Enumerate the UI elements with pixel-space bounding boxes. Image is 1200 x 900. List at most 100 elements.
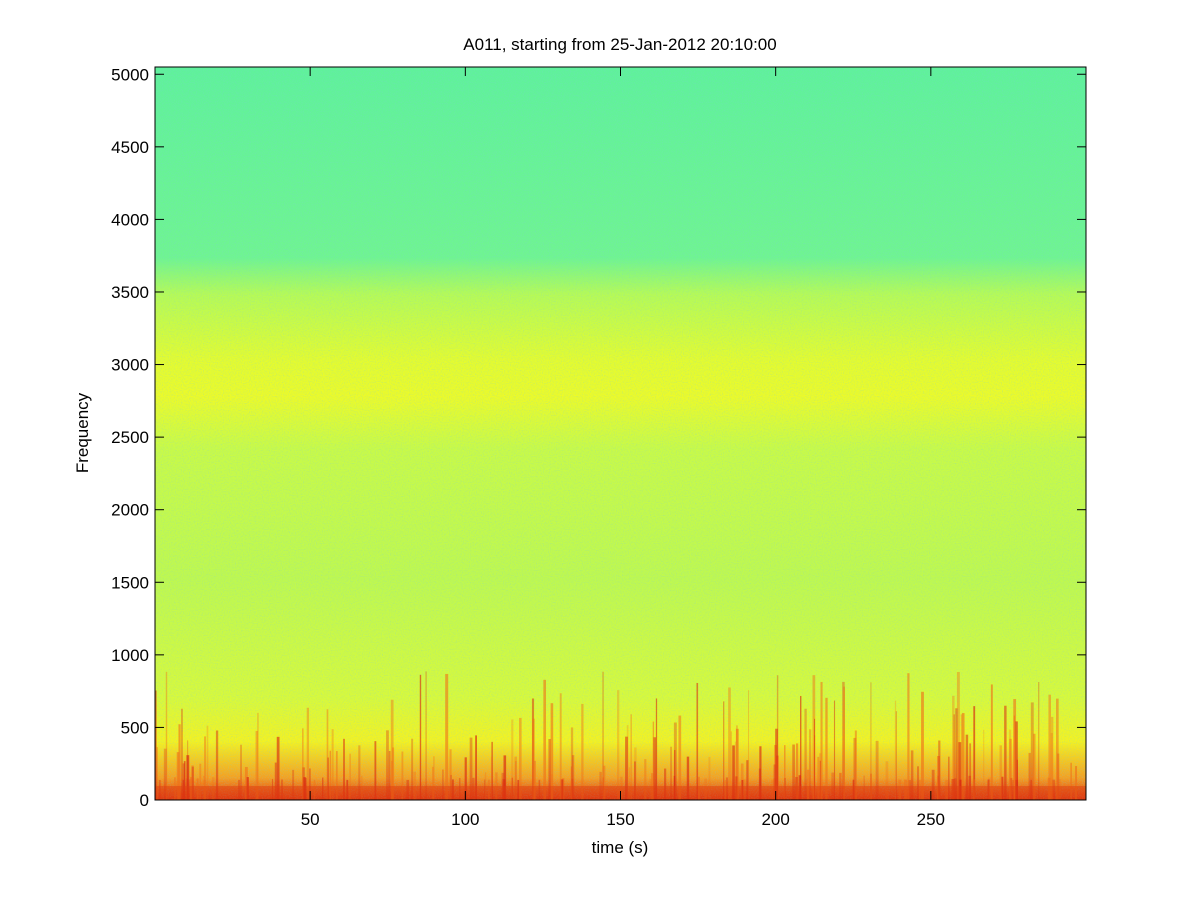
streak: [960, 714, 963, 800]
streak: [948, 756, 950, 800]
streak: [445, 673, 449, 800]
streak: [931, 769, 935, 800]
streak: [955, 708, 958, 800]
streak: [182, 763, 185, 800]
streak: [392, 747, 395, 800]
streak: [449, 749, 452, 800]
streak: [800, 695, 802, 800]
streak: [875, 740, 879, 800]
streak: [776, 675, 779, 800]
x-tick-label: 200: [761, 810, 789, 829]
streak: [938, 740, 941, 800]
streak: [961, 713, 965, 800]
streak: [1075, 766, 1078, 800]
streak: [475, 735, 478, 800]
streak: [425, 671, 427, 800]
streak: [571, 755, 575, 800]
streak: [674, 750, 676, 800]
streak: [1008, 729, 1012, 800]
streak: [602, 671, 604, 800]
streak: [696, 682, 699, 800]
spectrogram-image: [155, 67, 1086, 800]
streak: [655, 698, 658, 800]
streak: [433, 756, 435, 800]
streak: [728, 687, 731, 800]
streak: [1013, 699, 1017, 800]
streak: [215, 730, 219, 800]
streak: [814, 735, 816, 800]
streak: [1030, 702, 1034, 800]
y-tick-label: 3000: [111, 356, 149, 375]
x-axis-label: time (s): [592, 838, 649, 857]
streak: [634, 747, 637, 800]
streak: [795, 743, 799, 800]
streak: [969, 743, 972, 800]
streak: [165, 671, 168, 800]
streak: [910, 750, 914, 800]
y-axis-label: Frequency: [73, 392, 92, 473]
x-tick-label: 250: [917, 810, 945, 829]
streak: [490, 756, 492, 800]
streak: [581, 703, 584, 800]
streak: [652, 721, 655, 800]
streak: [1070, 762, 1072, 800]
streak: [628, 767, 631, 800]
streak: [775, 728, 778, 800]
streak: [550, 703, 554, 800]
y-tick-label: 3500: [111, 283, 149, 302]
streak: [825, 697, 828, 800]
streak: [187, 740, 189, 800]
streak: [276, 736, 280, 800]
streak: [812, 675, 816, 800]
streak: [921, 691, 924, 800]
streak: [155, 690, 157, 800]
streak: [819, 753, 822, 800]
streak: [515, 761, 517, 800]
streak: [199, 763, 202, 800]
y-tick-label: 1000: [111, 646, 149, 665]
streak: [257, 712, 259, 800]
streak: [1028, 752, 1031, 800]
streak: [255, 730, 258, 800]
streak: [1015, 721, 1018, 800]
streak: [343, 738, 345, 800]
streak: [327, 757, 329, 800]
streak: [292, 769, 295, 800]
streak: [156, 747, 158, 800]
y-tick-label: 1500: [111, 573, 149, 592]
streak: [1004, 705, 1007, 800]
streak: [176, 752, 180, 800]
streak: [570, 727, 574, 800]
streak: [843, 686, 845, 800]
streak: [965, 734, 969, 800]
streak: [819, 760, 821, 800]
streak: [306, 707, 310, 800]
streak: [183, 761, 186, 800]
streak: [335, 751, 338, 800]
y-tick-label: 4500: [111, 138, 149, 157]
streak: [686, 756, 690, 800]
streak: [670, 746, 672, 800]
streak: [814, 718, 816, 800]
y-tick-label: 2500: [111, 428, 149, 447]
streak: [331, 729, 334, 800]
streak: [329, 750, 332, 800]
streak: [673, 722, 677, 800]
streak: [833, 700, 836, 800]
streak: [817, 756, 820, 800]
streak: [349, 753, 351, 800]
streak: [244, 766, 248, 800]
streak: [386, 730, 389, 800]
streak: [634, 761, 636, 800]
streak: [519, 717, 522, 800]
streak: [1038, 682, 1040, 800]
streak: [723, 701, 725, 800]
streak: [548, 739, 551, 800]
y-tick-label: 4000: [111, 210, 149, 229]
y-tick-label: 2000: [111, 501, 149, 520]
streak: [240, 744, 242, 800]
streak: [1056, 698, 1059, 800]
streak: [708, 756, 711, 800]
x-tick-label: 50: [301, 810, 320, 829]
